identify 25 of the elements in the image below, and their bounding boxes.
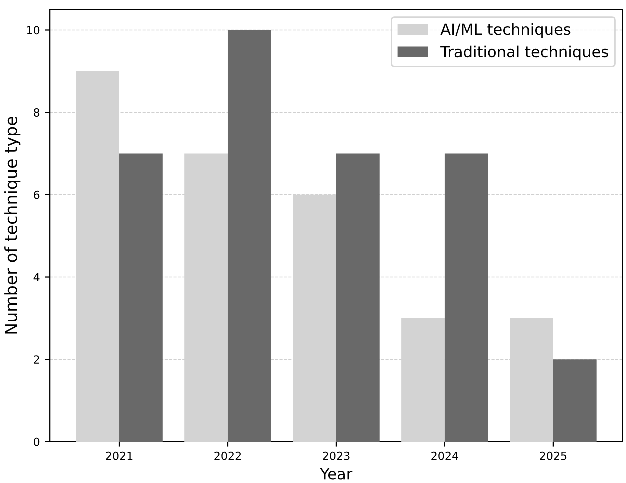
bar <box>336 154 380 442</box>
y-tick-label: 6 <box>34 190 40 200</box>
bar <box>444 154 488 442</box>
y-tick-label: 0 <box>34 438 40 446</box>
bar <box>553 360 597 442</box>
bar <box>76 71 120 442</box>
bar <box>402 318 445 442</box>
y-tick-label: 8 <box>34 108 40 117</box>
legend-label: AI/ML techniques <box>440 23 571 38</box>
x-tick-label: 2021 <box>106 452 133 460</box>
y-axis-title: Number of technique type <box>4 117 21 334</box>
legend-label: Traditional techniques <box>440 46 608 61</box>
bar <box>293 194 336 442</box>
bar <box>184 154 228 442</box>
y-tick-label: 10 <box>27 26 40 35</box>
bar <box>228 30 272 442</box>
x-axis-title: Year <box>320 468 353 480</box>
y-tick-label: 2 <box>34 356 40 364</box>
y-tick-label: 4 <box>34 273 40 282</box>
x-tick-label: 2022 <box>214 452 242 460</box>
x-tick-label: 2023 <box>323 452 350 460</box>
bar <box>510 318 554 442</box>
x-tick-label: 2024 <box>432 452 458 460</box>
bar <box>120 154 163 442</box>
x-tick-label: 2025 <box>540 452 567 460</box>
